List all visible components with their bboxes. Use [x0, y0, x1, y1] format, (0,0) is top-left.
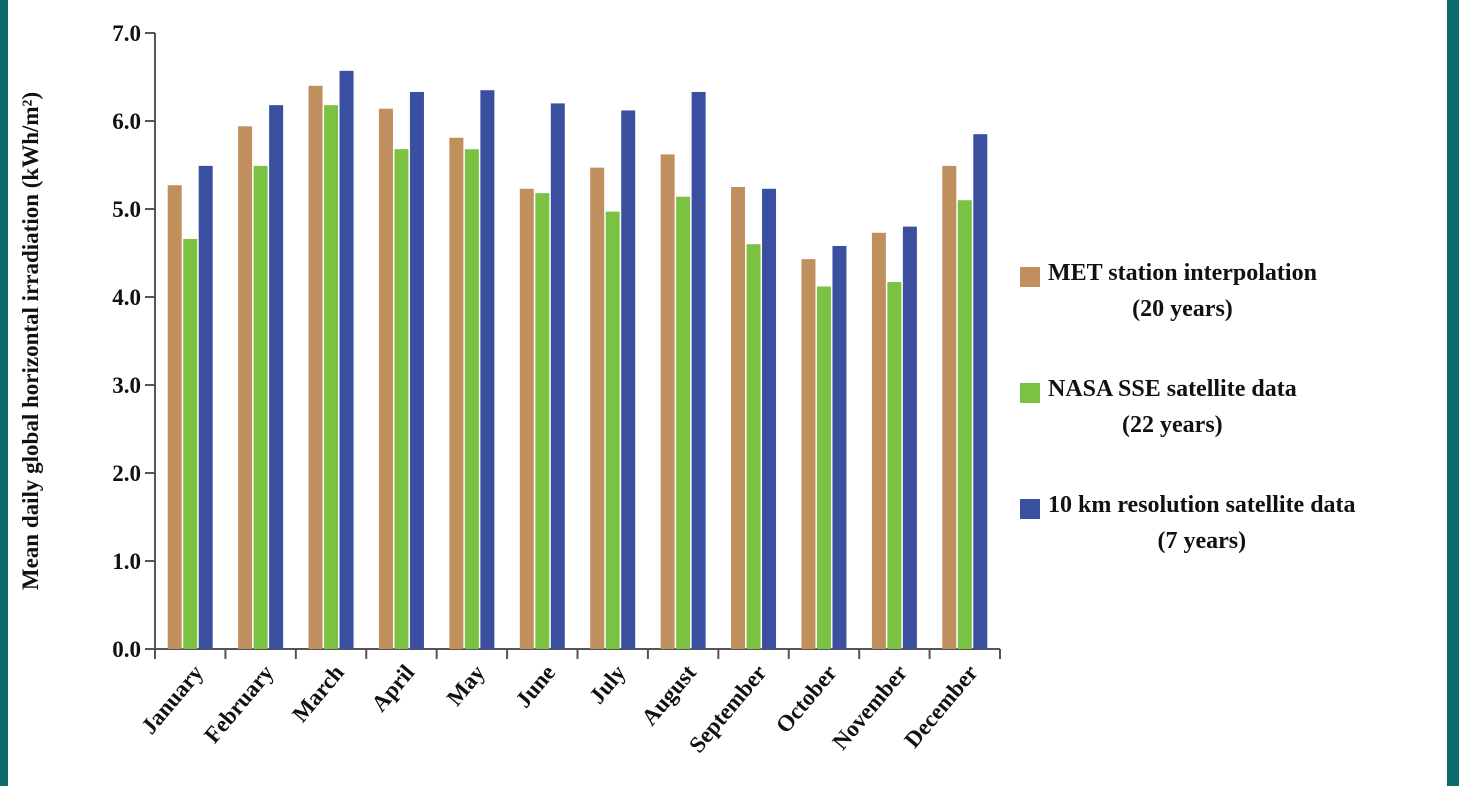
x-tick-label: December [899, 660, 982, 752]
bar [957, 200, 972, 649]
legend-swatch [1020, 499, 1040, 519]
x-tick-label: November [827, 660, 912, 754]
bar [480, 90, 495, 649]
y-axis-label: Mean daily global horizontal irradiation… [18, 92, 43, 590]
x-tick-label: May [442, 660, 490, 711]
bar [762, 188, 777, 649]
y-tick-label: 6.0 [112, 109, 141, 134]
bar [746, 244, 761, 649]
legend-label: NASA SSE satellite data (22 years) [1048, 376, 1297, 438]
bar [550, 103, 565, 649]
bar [253, 165, 268, 649]
x-tick-label: January [136, 660, 208, 739]
bar [519, 188, 534, 649]
y-tick-label: 0.0 [112, 637, 141, 662]
bar [871, 232, 886, 649]
bar [731, 187, 746, 649]
legend-entry: MET station interpolation (20 years) [1020, 255, 1440, 327]
bar [942, 165, 957, 649]
y-tick-label: 7.0 [112, 21, 141, 46]
bar [378, 108, 393, 650]
y-tick-label: 1.0 [112, 549, 141, 574]
bar [464, 149, 479, 649]
bar [676, 196, 691, 649]
x-tick-label: October [771, 660, 842, 738]
x-tick-label: July [584, 660, 631, 709]
legend-entry: 10 km resolution satellite data (7 years… [1020, 487, 1440, 559]
bar [887, 282, 902, 649]
legend-swatch [1020, 383, 1040, 403]
bar [801, 259, 816, 649]
x-tick-label: February [199, 660, 278, 748]
y-tick-label: 3.0 [112, 373, 141, 398]
bar [167, 185, 182, 650]
x-tick-label: April [366, 660, 419, 716]
bar [621, 110, 636, 649]
legend: MET station interpolation (20 years) NASA… [1020, 255, 1440, 603]
x-tick-label: June [511, 660, 561, 712]
bar [605, 211, 620, 649]
bar [816, 286, 831, 649]
bar [409, 91, 424, 649]
bar [238, 126, 253, 649]
bar [973, 134, 988, 649]
x-tick-label: August [637, 660, 702, 730]
bar [535, 193, 550, 649]
bar [691, 91, 706, 649]
bar [902, 226, 917, 649]
bar [183, 238, 198, 650]
legend-swatch [1020, 267, 1040, 287]
frame-left [0, 0, 8, 786]
bar [269, 105, 284, 649]
bar [324, 105, 339, 649]
bar [832, 245, 847, 649]
y-tick-label: 2.0 [112, 461, 141, 486]
y-tick-label: 4.0 [112, 285, 141, 310]
legend-label: 10 km resolution satellite data (7 years… [1048, 492, 1356, 554]
bar [308, 85, 323, 650]
bar [449, 137, 464, 649]
bar [660, 154, 675, 649]
x-tick-label: March [287, 660, 349, 727]
bar [394, 149, 409, 649]
legend-entry: NASA SSE satellite data (22 years) [1020, 371, 1440, 443]
bar [590, 167, 605, 649]
bar [339, 70, 354, 650]
bar [198, 165, 213, 649]
y-tick-label: 5.0 [112, 197, 141, 222]
frame-right [1447, 0, 1459, 786]
legend-label: MET station interpolation (20 years) [1048, 260, 1317, 322]
